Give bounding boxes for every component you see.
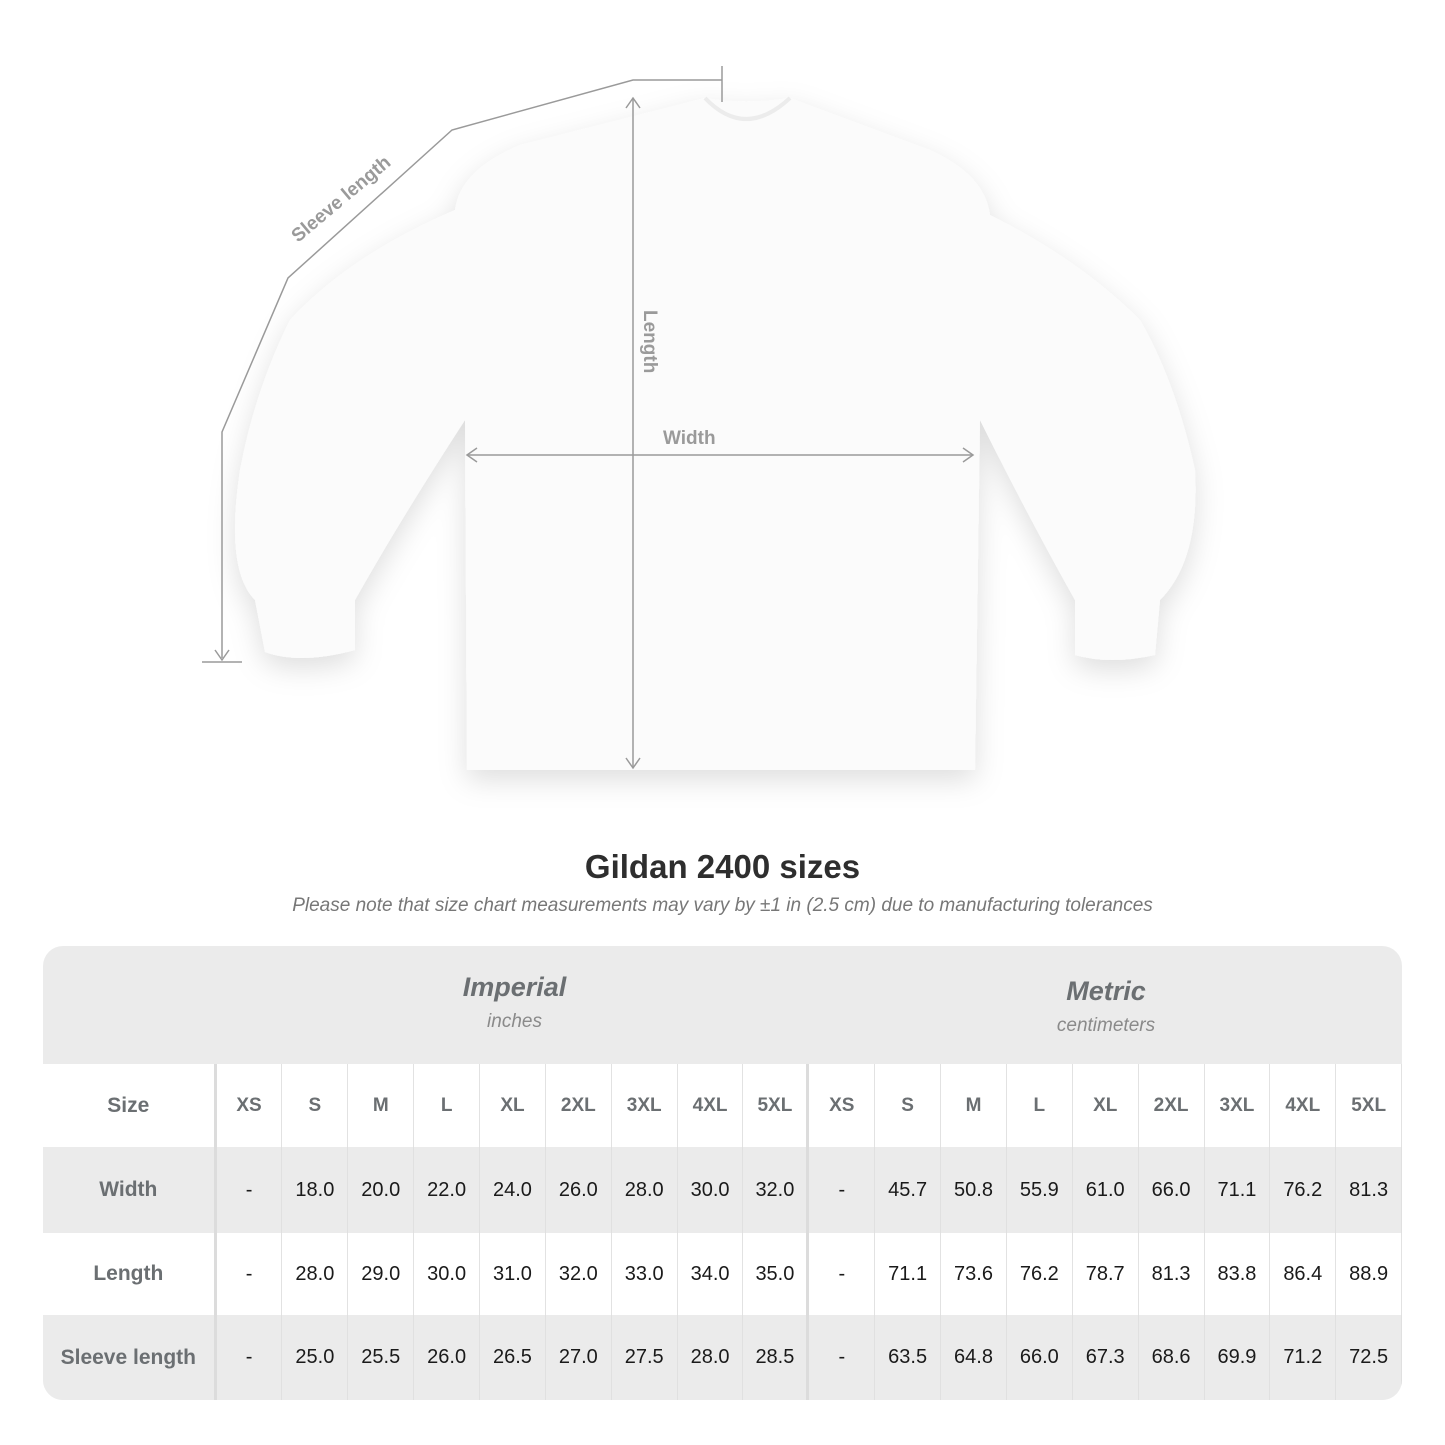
- table-row: Width -18.0 20.0 22.0 24.0 26.0 28.0 30.0 32.0-4…: [43, 1147, 1402, 1233]
- metric-size-header: 4XL: [1270, 1064, 1337, 1147]
- metric-size-header: XL: [1073, 1064, 1139, 1147]
- imperial-unit: inches: [487, 1011, 542, 1032]
- metric-value-cell: 78.7: [1073, 1233, 1139, 1315]
- metric-value-cell: 69.9: [1205, 1315, 1271, 1400]
- metric-size-header: 2XL: [1139, 1064, 1205, 1147]
- imperial-value-cell: 34.0: [678, 1233, 744, 1315]
- imperial-size-header: 4XL: [678, 1064, 744, 1147]
- metric-value-cell: 88.9: [1336, 1233, 1402, 1315]
- imperial-size-header: 3XL: [612, 1064, 678, 1147]
- imperial-value-cell: 31.0: [480, 1233, 546, 1315]
- sleeve-length-label: Sleeve length: [288, 152, 395, 247]
- imperial-value-cell: 20.0: [348, 1147, 415, 1233]
- metric-value-cell: 76.2: [1007, 1233, 1073, 1315]
- width-measure-line: [465, 447, 975, 463]
- imperial-header: Imperial inches: [217, 946, 812, 1090]
- metric-value-cell: 45.7: [875, 1147, 942, 1233]
- metric-value-cell: 66.0: [1139, 1147, 1205, 1233]
- row-label: Width: [43, 1147, 217, 1233]
- metric-size-header: L: [1007, 1064, 1073, 1147]
- metric-value-cell: 68.6: [1139, 1315, 1205, 1400]
- metric-value-cell: 55.9: [1007, 1147, 1073, 1233]
- sleeve-measure-line: [202, 66, 723, 663]
- imperial-value-cell: 28.0: [678, 1315, 744, 1400]
- table-row: Length -28.0 29.0 30.0 31.0 32.0 33.0 34.0 35.0-…: [43, 1233, 1402, 1315]
- long-sleeve-shirt: [235, 96, 1196, 770]
- metric-value-cell: 72.5: [1336, 1315, 1402, 1400]
- imperial-title: Imperial: [462, 972, 567, 1002]
- imperial-value-cell: 22.0: [414, 1147, 481, 1233]
- metric-value-cell: 71.1: [875, 1233, 942, 1315]
- metric-size-header: S: [875, 1064, 942, 1147]
- metric-value-cell: 50.8: [941, 1147, 1007, 1233]
- imperial-size-header: L: [414, 1064, 481, 1147]
- metric-size-header: XS: [809, 1064, 876, 1147]
- tolerance-note: Please note that size chart measurements…: [292, 895, 1153, 916]
- row-label: Size: [43, 1064, 217, 1147]
- imperial-value-cell: -: [217, 1315, 283, 1400]
- imperial-value-cell: 26.0: [546, 1147, 612, 1233]
- metric-value-cell: 86.4: [1270, 1233, 1337, 1315]
- imperial-value-cell: 28.0: [612, 1147, 678, 1233]
- metric-value-cell: 71.2: [1270, 1315, 1337, 1400]
- imperial-value-cell: 24.0: [480, 1147, 546, 1233]
- imperial-size-header: S: [282, 1064, 349, 1147]
- length-measure-line: [625, 96, 641, 770]
- metric-value-cell: 71.1: [1205, 1147, 1271, 1233]
- length-label: Length: [639, 310, 660, 373]
- imperial-value-cell: 26.0: [414, 1315, 481, 1400]
- imperial-size-header: 5XL: [743, 1064, 810, 1147]
- imperial-value-cell: 26.5: [480, 1315, 546, 1400]
- metric-unit: centimeters: [1056, 1015, 1156, 1036]
- imperial-value-cell: 27.5: [612, 1315, 678, 1400]
- imperial-size-header: 2XL: [546, 1064, 612, 1147]
- imperial-value-cell: -: [217, 1233, 283, 1315]
- row-label: Length: [43, 1233, 217, 1315]
- metric-value-cell: -: [809, 1147, 876, 1233]
- metric-value-cell: 66.0: [1007, 1315, 1073, 1400]
- shirt-illustration: Sleeve length Length Width: [202, 66, 1196, 770]
- imperial-value-cell: 27.0: [546, 1315, 612, 1400]
- imperial-value-cell: 25.5: [348, 1315, 415, 1400]
- metric-size-header: 5XL: [1336, 1064, 1402, 1147]
- imperial-value-cell: -: [217, 1147, 283, 1233]
- metric-value-cell: 83.8: [1205, 1233, 1271, 1315]
- imperial-value-cell: 32.0: [743, 1147, 810, 1233]
- metric-value-cell: 81.3: [1336, 1147, 1402, 1233]
- imperial-size-header: XL: [480, 1064, 546, 1147]
- imperial-value-cell: 28.5: [743, 1315, 810, 1400]
- size-table: Imperial inches Metric centimeters Size X…: [43, 946, 1402, 1400]
- metric-value-cell: 61.0: [1073, 1147, 1139, 1233]
- imperial-value-cell: 32.0: [546, 1233, 612, 1315]
- imperial-value-cell: 30.0: [678, 1147, 744, 1233]
- metric-value-cell: 64.8: [941, 1315, 1007, 1400]
- imperial-size-header: M: [348, 1064, 415, 1147]
- metric-value-cell: -: [809, 1315, 876, 1400]
- metric-value-cell: 76.2: [1270, 1147, 1337, 1233]
- metric-value-cell: 73.6: [941, 1233, 1007, 1315]
- imperial-size-header: XS: [217, 1064, 283, 1147]
- metric-value-cell: 63.5: [875, 1315, 942, 1400]
- imperial-value-cell: 28.0: [282, 1233, 349, 1315]
- size-header-row: Size XS S M L XL 2XL 3XL 4XL 5XL XS S M L XL 2XL 3XL 4XL 5…: [43, 1064, 1402, 1147]
- width-label: Width: [663, 428, 716, 449]
- imperial-value-cell: 35.0: [743, 1233, 810, 1315]
- page-title: Gildan 2400 sizes: [584, 848, 861, 885]
- metric-header: Metric centimeters: [810, 946, 1402, 1094]
- imperial-value-cell: 25.0: [282, 1315, 349, 1400]
- metric-value-cell: 67.3: [1073, 1315, 1139, 1400]
- metric-size-header: M: [941, 1064, 1007, 1147]
- imperial-value-cell: 33.0: [612, 1233, 678, 1315]
- imperial-value-cell: 29.0: [348, 1233, 415, 1315]
- metric-size-header: 3XL: [1205, 1064, 1271, 1147]
- table-row: Sleeve length -25.0 25.5 26.0 26.5 27.0 27.5 28…: [43, 1315, 1402, 1400]
- imperial-value-cell: 18.0: [282, 1147, 349, 1233]
- imperial-value-cell: 30.0: [414, 1233, 481, 1315]
- metric-value-cell: 81.3: [1139, 1233, 1205, 1315]
- metric-title: Metric: [1066, 976, 1146, 1006]
- row-label: Sleeve length: [43, 1315, 217, 1400]
- metric-value-cell: -: [809, 1233, 876, 1315]
